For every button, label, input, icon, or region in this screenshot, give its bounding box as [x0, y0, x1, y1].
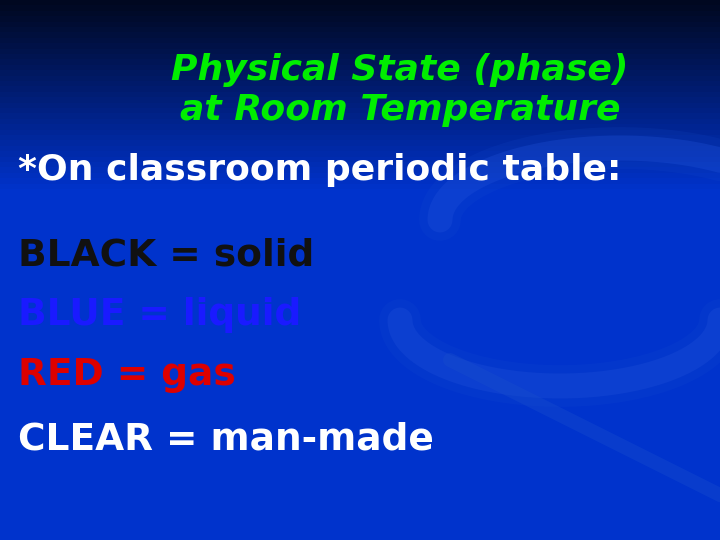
Text: CLEAR = man-made: CLEAR = man-made: [18, 422, 434, 458]
Text: BLUE = liquid: BLUE = liquid: [18, 297, 301, 333]
Text: RED = gas: RED = gas: [18, 357, 235, 393]
Text: *On classroom periodic table:: *On classroom periodic table:: [18, 153, 621, 187]
Text: at Room Temperature: at Room Temperature: [180, 93, 620, 127]
Text: Physical State (phase): Physical State (phase): [171, 53, 629, 87]
Text: BLACK = solid: BLACK = solid: [18, 237, 314, 273]
